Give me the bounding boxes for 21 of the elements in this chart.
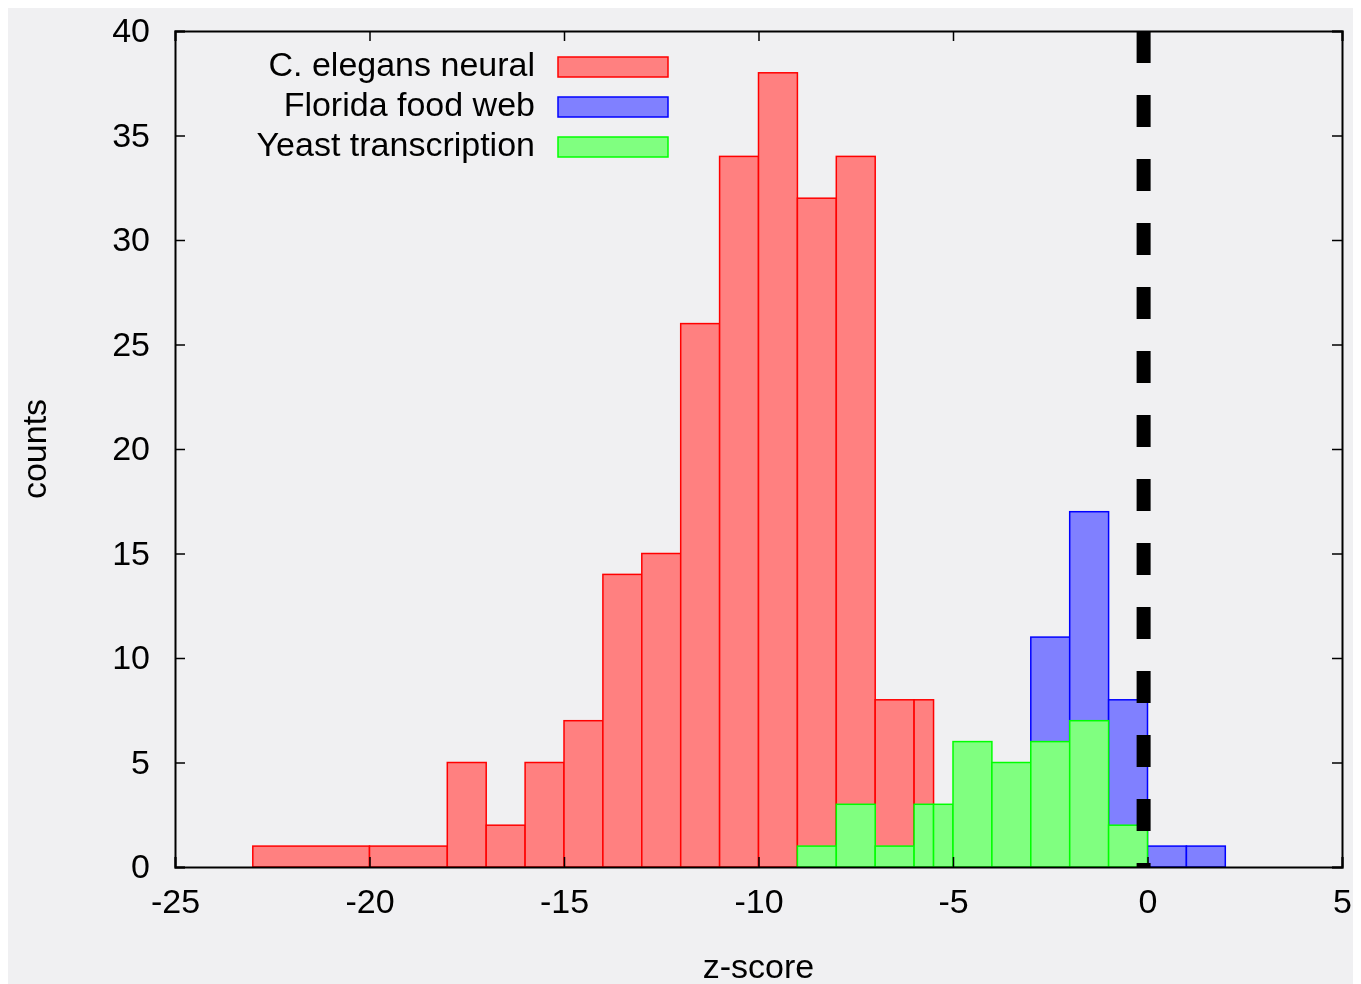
- y-tick-label: 10: [112, 638, 150, 677]
- x-axis-title: z-score: [702, 947, 815, 984]
- y-tick-label: 40: [112, 11, 150, 50]
- x-tick-label: 0: [1138, 882, 1158, 921]
- y-tick-label: 20: [112, 429, 150, 468]
- x-tick-label: -5: [938, 882, 969, 921]
- y-tick-label: 35: [112, 115, 150, 154]
- x-tick-label: -25: [150, 882, 201, 921]
- y-tick-label: 25: [112, 324, 150, 363]
- y-tick-label: 30: [112, 220, 150, 259]
- y-axis-title: counts: [15, 398, 53, 500]
- y-tick-label: 15: [112, 533, 150, 572]
- legend-label: C. elegans neural: [268, 44, 535, 83]
- x-tick-label: -20: [345, 882, 395, 921]
- y-tick-label: 0: [131, 847, 150, 886]
- y-tick-label: 5: [131, 742, 150, 781]
- x-tick-label: -10: [734, 882, 784, 921]
- legend-label: Yeast transcription: [256, 124, 535, 163]
- legend-label: Florida food web: [283, 84, 535, 123]
- x-tick-label: 5: [1333, 882, 1352, 921]
- x-tick-label: -15: [539, 882, 590, 921]
